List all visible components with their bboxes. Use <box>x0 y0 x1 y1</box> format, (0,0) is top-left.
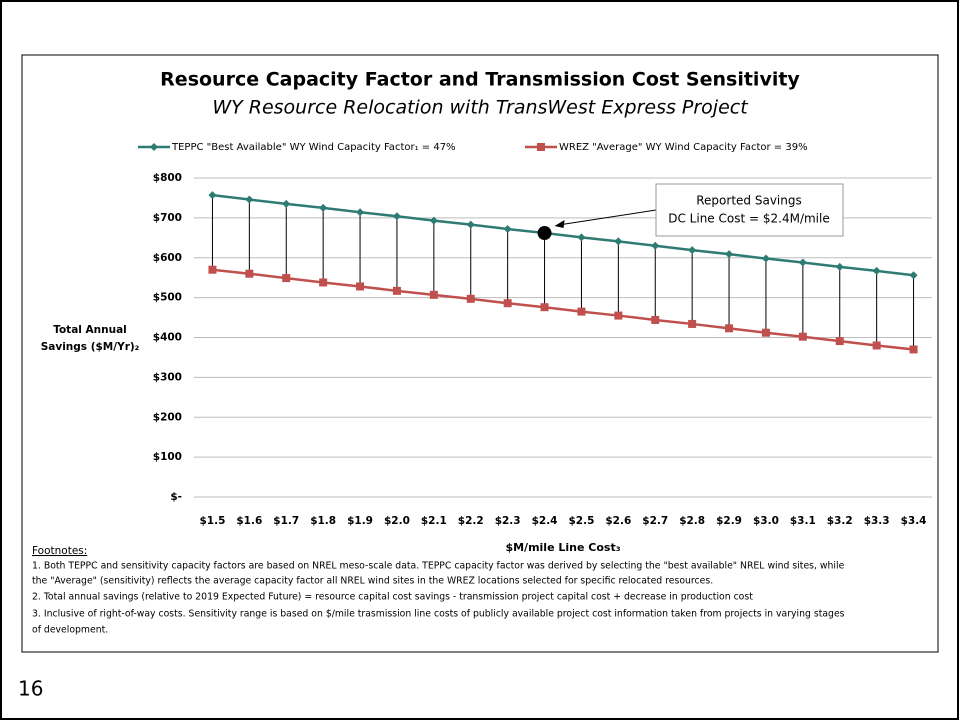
point <box>761 328 770 337</box>
point <box>798 332 807 341</box>
x-tick-label: $1.6 <box>236 515 262 527</box>
point <box>688 319 697 328</box>
point <box>282 199 291 208</box>
legend-label: TEPPC "Best Available" WY Wind Capacity … <box>171 142 456 153</box>
y-tick-label: $600 <box>153 252 182 264</box>
annotation-arrow <box>558 209 657 226</box>
x-tick-label: $1.7 <box>273 515 299 527</box>
y-tick-label: $700 <box>153 212 182 224</box>
point <box>245 195 254 204</box>
point <box>725 324 734 333</box>
y-tick-label: $400 <box>153 332 182 344</box>
point <box>872 341 881 350</box>
x-tick-label: $3.0 <box>753 515 779 527</box>
point <box>909 271 918 280</box>
point <box>540 303 549 312</box>
x-tick-label: $2.8 <box>679 515 705 527</box>
point <box>614 237 623 246</box>
chart-border <box>21 54 939 653</box>
x-tick-label: $2.0 <box>384 515 410 527</box>
y-tick-label: $500 <box>153 292 182 304</box>
x-tick-label: $2.9 <box>716 515 742 527</box>
point <box>429 216 438 225</box>
x-tick-label: $3.1 <box>790 515 816 527</box>
footnote: the "Average" (sensitivity) reflects the… <box>32 576 713 587</box>
point <box>909 345 918 354</box>
footnote: of development. <box>32 625 108 636</box>
point <box>835 262 844 271</box>
point <box>245 269 254 278</box>
point <box>503 225 512 234</box>
y-axis-title: Savings ($M/Yr)₂ <box>41 341 140 353</box>
x-tick-label: $2.2 <box>458 515 484 527</box>
footnote: 1. Both TEPPC and sensitivity capacity f… <box>32 561 845 572</box>
point <box>466 294 475 303</box>
x-tick-label: $3.2 <box>827 515 853 527</box>
point <box>356 208 365 217</box>
annotation-text: DC Line Cost = $2.4M/mile <box>668 212 829 226</box>
point <box>761 254 770 263</box>
point <box>319 278 328 287</box>
highlight-point <box>537 226 552 241</box>
x-tick-label: $3.4 <box>901 515 927 527</box>
point <box>688 246 697 255</box>
legend-marker <box>150 143 158 151</box>
footnotes-heading: Footnotes: <box>32 545 87 557</box>
y-tick-label: $300 <box>153 371 182 383</box>
x-tick-label: $2.3 <box>495 515 521 527</box>
y-axis-title: Total Annual <box>53 324 127 336</box>
point <box>798 258 807 267</box>
page-number: 16 <box>18 677 43 701</box>
point <box>208 265 217 274</box>
point <box>503 299 512 308</box>
point <box>651 315 660 324</box>
point <box>466 220 475 229</box>
point <box>392 286 401 295</box>
annotation-text: Reported Savings <box>696 194 801 208</box>
x-tick-label: $1.9 <box>347 515 373 527</box>
legend-marker <box>537 143 545 151</box>
chart-title: Resource Capacity Factor and Transmissio… <box>160 69 800 91</box>
point <box>577 307 586 316</box>
series-line <box>212 268 914 351</box>
x-axis-title: $M/mile Line Cost₃ <box>505 541 620 554</box>
x-tick-label: $1.5 <box>199 515 225 527</box>
x-tick-label: $2.1 <box>421 515 447 527</box>
series-line <box>212 193 914 277</box>
footnote: 3. Inclusive of right-of-way costs. Sens… <box>32 609 845 620</box>
point <box>614 311 623 320</box>
point <box>282 274 291 283</box>
x-tick-label: $2.6 <box>605 515 631 527</box>
x-tick-label: $2.5 <box>568 515 594 527</box>
y-tick-label: $- <box>170 491 182 503</box>
point <box>872 266 881 275</box>
y-tick-label: $200 <box>153 411 182 423</box>
point <box>208 191 217 200</box>
y-tick-label: $800 <box>153 172 182 184</box>
chart-subtitle: WY Resource Relocation with TransWest Ex… <box>212 97 749 119</box>
point <box>356 282 365 291</box>
point <box>319 203 328 212</box>
x-tick-label: $1.8 <box>310 515 336 527</box>
x-tick-label: $2.7 <box>642 515 668 527</box>
point <box>835 337 844 346</box>
annotation-box <box>655 183 844 237</box>
point <box>429 290 438 299</box>
point <box>577 233 586 242</box>
legend-label: WREZ "Average" WY Wind Capacity Factor =… <box>559 142 808 153</box>
footnote: 2. Total annual savings (relative to 201… <box>32 592 753 603</box>
y-tick-label: $100 <box>153 451 182 463</box>
x-tick-label: $2.4 <box>532 515 558 527</box>
point <box>392 212 401 221</box>
point <box>725 250 734 259</box>
x-tick-label: $3.3 <box>864 515 890 527</box>
point <box>651 241 660 250</box>
arrow-head <box>554 220 565 229</box>
